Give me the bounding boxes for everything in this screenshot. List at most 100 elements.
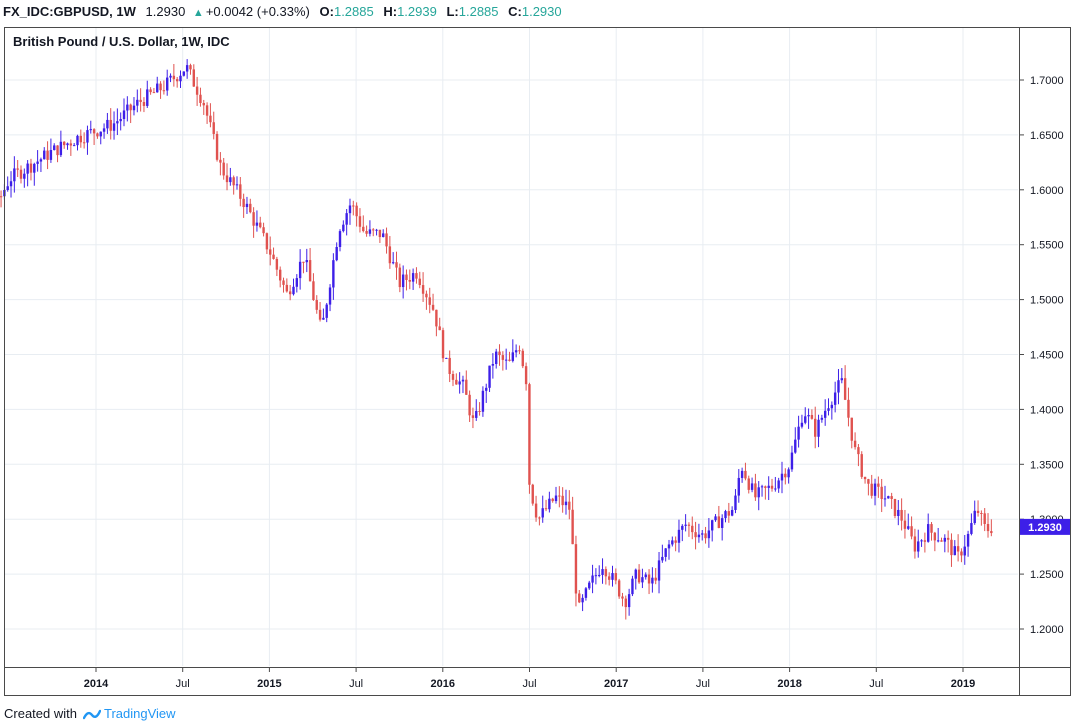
candle-body [362,226,365,232]
candle-body [222,162,225,176]
candle-body [136,99,139,106]
candle-body [146,89,149,106]
candle-body [342,224,345,232]
x-tick-label: Jul [522,678,536,690]
candle-body [880,486,883,499]
candle-body [352,205,355,207]
candle-body [588,582,591,589]
candle-body [139,99,142,103]
x-tick-label: 2014 [84,678,109,690]
candle-body [66,143,69,146]
candle-body [39,159,43,162]
symbol-name[interactable]: FX_IDC:GBPUSD, 1W [3,4,136,19]
candle-body [637,569,641,583]
candle-body [853,440,857,448]
time-axis[interactable]: 2014 Jul 2015 Jul 2016 Jul 2017 Jul 2018 Jul 2019 [84,667,975,690]
candle-body [687,524,691,526]
price-axis[interactable]: 1.7000 1.6500 1.6000 1.5500 1.5000 1.4500 1.40… [1019,75,1064,636]
candle-body [750,483,754,490]
candle-body [514,350,518,353]
candle-body [684,524,687,526]
candle-body [305,260,308,263]
candle-body [764,486,767,488]
candle-body [465,379,468,395]
candle-body [923,540,927,542]
candle-body [372,229,375,231]
candle-body [328,287,332,305]
candle-body [677,529,681,543]
x-tick-label: 2019 [951,678,975,690]
candle-body [76,135,79,146]
candle-body [956,546,960,552]
candle-body [797,426,800,440]
candle-body [255,222,259,226]
candle-body [604,569,608,577]
x-tick-label: Jul [696,678,710,690]
candle-body [714,516,717,521]
candle-body [239,184,242,199]
candle-body [691,525,694,533]
candle-body [631,578,634,595]
candle-body [664,548,667,557]
open-label: O: [319,4,334,19]
candle-body [382,233,385,238]
candle-body [325,304,328,318]
candle-body [827,408,830,411]
candle-body [737,477,740,496]
candle-body [485,387,488,391]
candle-body [814,418,817,437]
candle-body [418,278,421,286]
candle-body [368,229,372,234]
candle-body [943,537,947,542]
candle-body [907,526,910,529]
candle-body [847,399,850,418]
candle-body [707,530,711,539]
candle-body [318,309,322,320]
candle-body [521,350,524,367]
candle-body [843,378,847,400]
candle-body [438,326,441,331]
candle-body [720,518,724,528]
candle-body [804,416,807,423]
last-price: 1.2930 [145,4,186,19]
candle-body [754,483,757,498]
candle-body [780,473,784,481]
candle-body [428,297,431,305]
candle-body [169,75,172,78]
candle-body [571,509,574,545]
candle-body [102,128,106,132]
candle-body [26,163,29,174]
candle-body [581,597,584,603]
candle-body [897,509,900,516]
candle-body [199,94,202,103]
time-axis-divider [4,667,1071,668]
candle-body [33,163,36,173]
candle-body [940,540,943,542]
candle-body [431,304,435,310]
candle-body [671,540,674,545]
candle-body [930,524,933,533]
candle-body [122,110,126,120]
y-tick-label: 1.5000 [1030,295,1064,307]
candle-body [548,498,551,510]
candle-body [182,71,186,76]
candle-body [621,596,624,599]
candle-body [435,309,438,327]
candle-body [56,145,59,156]
candle-body [461,379,465,382]
candle-body [162,90,166,92]
candles[interactable] [0,59,993,620]
candle-body [132,105,136,111]
candle-body [647,574,651,584]
x-tick-label: Jul [349,678,363,690]
close-value: 1.2930 [521,4,562,19]
candle-body [488,365,491,388]
candle-body [730,509,734,516]
candle-body [893,498,897,516]
candle-body [554,495,558,502]
tradingview-brand[interactable]: TradingView [103,706,176,721]
high-label: H: [383,4,398,19]
candle-body [568,501,571,510]
candle-body [857,447,860,455]
